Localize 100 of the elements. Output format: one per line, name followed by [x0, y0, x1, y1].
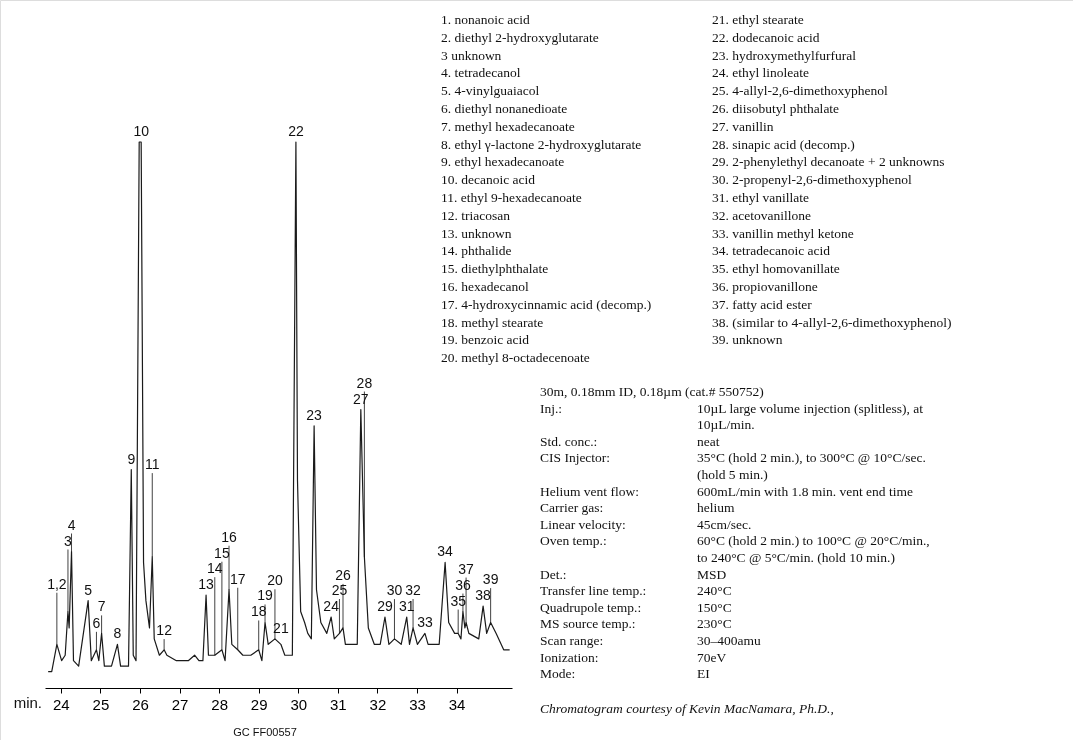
annotation: 15. diethylphthalate — [441, 261, 549, 277]
text: 28. sinapic acid (decomp.) — [712, 136, 855, 152]
annotation: 23 — [306, 406, 323, 423]
text: 24. ethyl linoleate — [712, 65, 810, 81]
text: 30m, 0.18mm ID, 0.18µm (cat.# 550752) — [540, 384, 764, 399]
text: to 240°C @ 5°C/min. (hold 10 min.) — [697, 550, 895, 565]
annotation: 37 — [458, 560, 475, 577]
text: Oven temp.: 60°C (hold 2 min.) to 100°C @ 20°C/min., — [540, 533, 930, 549]
text: 33. vanillin methyl ketone — [712, 225, 854, 241]
annotation: 17. 4-hydroxycinnamic acid (decomp.) — [441, 296, 652, 312]
x-tick-label: 24 — [52, 695, 70, 713]
text: CIS Injector: 35°C (hold 2 min.), to 300°C @ 10°C/sec. — [540, 450, 926, 466]
annotation: 11. ethyl 9-hexadecanoate — [441, 190, 582, 205]
text: 27. vanillin — [712, 118, 774, 134]
annotation: 21 — [273, 619, 289, 636]
annotation: 8 — [113, 625, 122, 642]
text: 31. ethyl vanillate — [712, 190, 810, 205]
text: Chromatogram courtesy of Kevin MacNamara, Ph.D., — [540, 700, 834, 716]
x-tick-label: 32 — [369, 695, 387, 713]
annotation: 4 — [67, 516, 76, 533]
text: 37. fatty acid ester — [712, 296, 813, 312]
annotation: 6 — [92, 614, 101, 631]
x-tick-label: 34 — [448, 695, 466, 713]
annotation: 14 — [206, 560, 223, 577]
x-tick-label: 33 — [409, 695, 426, 713]
text: 4. tetradecanol — [441, 65, 521, 81]
annotation: 10. decanoic acid — [441, 172, 536, 188]
annotation: 20. methyl 8-octadecenoate — [441, 350, 590, 366]
annotation: 5 — [84, 581, 93, 598]
annotation: 16 — [221, 528, 238, 545]
annotation: 17 — [229, 570, 246, 587]
annotation: 26 — [335, 566, 352, 583]
text: 1. nonanoic acid — [441, 12, 531, 27]
annotation: 15 — [214, 544, 230, 561]
text: 39. unknown — [712, 332, 783, 348]
text: Linear velocity: 45cm/sec. — [540, 516, 752, 532]
annotation: 10 — [133, 123, 150, 139]
text: 35. ethyl homovanillate — [712, 261, 840, 277]
annotation: 11 — [144, 456, 160, 473]
text: Ionization: 70eV — [540, 649, 727, 665]
annotation: 34 — [437, 543, 454, 560]
text: MS source temp.: 230°C — [540, 616, 732, 632]
annotation: 18 — [250, 603, 267, 620]
annotation: 12. triacosan — [441, 207, 511, 223]
text: 29. 2-phenylethyl decanoate + 2 unknowns — [712, 154, 945, 170]
text: 2. diethyl 2-hydroxyglutarate — [441, 29, 599, 45]
x-tick-label: 25 — [92, 695, 110, 713]
text: 30. 2-propenyl-2,6-dimethoxyphenol — [712, 172, 913, 188]
annotation: 20 — [267, 572, 283, 589]
text: 7. methyl hexadecanoate — [441, 118, 575, 134]
x-tick-label: 30 — [290, 695, 308, 713]
text: 34. tetradecanoic acid — [712, 243, 831, 259]
annotation: 39 — [482, 571, 499, 588]
annotation: 1,2 — [47, 575, 67, 592]
x-tick-label: 27 — [171, 695, 189, 713]
text: 38. (similar to 4-allyl-2,6-dimethoxyphenol) — [712, 314, 952, 330]
annotation: 32 — [405, 582, 422, 599]
text: 25. 4-allyl-2,6-dimethoxyphenol — [712, 83, 889, 99]
text: Quadrupole temp.: 150°C — [540, 599, 732, 615]
annotation: 13. unknown — [441, 225, 512, 241]
annotation: 16. hexadecanol — [441, 279, 529, 294]
text: 5. 4-vinylguaiacol — [441, 83, 540, 99]
text: 23. hydroxymethylfurfural — [712, 47, 857, 63]
text: 36. propiovanillone — [712, 279, 818, 294]
annotation: 35 — [450, 592, 467, 609]
text: Mode: EI — [540, 666, 710, 682]
x-tick-label: 26 — [132, 695, 149, 713]
annotation: 3 — [64, 532, 73, 549]
annotation: 29 — [377, 598, 393, 615]
text: 6. diethyl nonanedioate — [441, 101, 568, 116]
text: 22. dodecanoic acid — [712, 29, 820, 45]
annotation: 7 — [97, 598, 106, 615]
text: Scan range: 30–400amu — [540, 633, 761, 648]
text: 21. ethyl stearate — [712, 12, 804, 27]
text: 26. diisobutyl phthalate — [712, 101, 840, 116]
annotation: 31 — [398, 598, 415, 615]
text: Det.: MSD — [540, 566, 727, 582]
annotation: 38 — [475, 587, 492, 604]
text: (hold 5 min.) — [697, 467, 768, 482]
x-axis-title: min. — [13, 694, 42, 711]
annotation: 25 — [331, 582, 348, 599]
annotation: 13 — [198, 576, 215, 593]
annotation: 24 — [323, 598, 340, 615]
annotation: 9 — [127, 450, 136, 467]
text: 3 unknown — [441, 47, 502, 63]
text: Carrier gas: helium — [540, 500, 735, 516]
text: Transfer line temp.: 240°C — [540, 583, 732, 599]
annotation: 14. phthalide — [441, 243, 512, 259]
text: 32. acetovanillone — [712, 207, 811, 223]
annotation: 8. ethyl γ-lactone 2-hydroxyglutarate — [441, 136, 642, 152]
text: Std. conc.: neat — [540, 433, 720, 449]
annotation: 30 — [386, 582, 403, 599]
annotation: 19 — [257, 587, 274, 604]
x-tick-label: 28 — [211, 695, 228, 713]
x-tick-label: 29 — [250, 695, 268, 713]
text: Inj.: 10µL large volume injection (splitless), at — [540, 400, 923, 416]
annotation: 19. benzoic acid — [441, 332, 530, 348]
text: 10µL/min. — [697, 417, 755, 433]
annotation: 33 — [417, 614, 433, 631]
x-tick-label: 31 — [330, 695, 347, 713]
